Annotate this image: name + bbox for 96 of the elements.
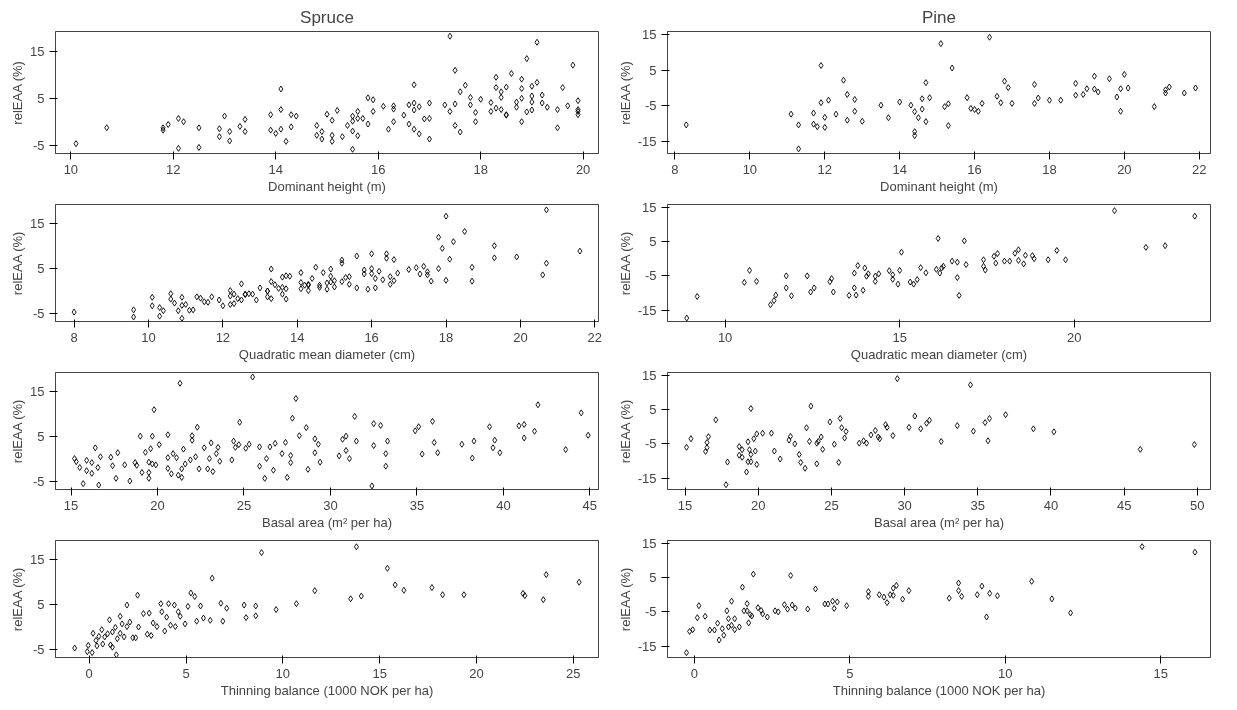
x-tick-label: 0 <box>690 665 698 681</box>
x-tick-label: 5 <box>182 665 190 681</box>
x-axis-title: Basal area (m² per ha) <box>261 514 393 530</box>
y-axis-title: relEAA (%) <box>10 399 26 464</box>
y-tick-label: 15 <box>642 367 657 383</box>
x-tick-label: 18 <box>1042 161 1057 177</box>
x-tick-label: 15 <box>677 497 693 513</box>
x-tick-label: 20 <box>150 497 165 513</box>
y-tick-label: -5 <box>644 604 657 620</box>
x-tick-label: 14 <box>268 161 284 177</box>
x-tick-label: 22 <box>1192 161 1207 177</box>
y-axis-title: relEAA (%) <box>10 567 26 632</box>
x-axis-title: Dominant height (m) <box>268 178 386 194</box>
x-tick-label: 45 <box>582 497 598 513</box>
x-axis-title: Dominant height (m) <box>880 178 998 194</box>
x-tick-label: 20 <box>469 665 484 681</box>
chart-title: Pine <box>921 7 957 27</box>
x-tick-label: 10 <box>998 665 1013 681</box>
x-tick-label: 22 <box>587 329 603 345</box>
x-axis-title: Quadratic mean diameter (cm) <box>238 346 416 362</box>
x-axis-title: Basal area (m² per ha) <box>873 514 1005 530</box>
x-axis-title: Quadratic mean diameter (cm) <box>850 346 1028 362</box>
x-tick-label: 20 <box>1067 329 1082 345</box>
y-tick-label: -5 <box>32 305 45 321</box>
x-tick-label: 25 <box>824 497 839 513</box>
x-tick-label: 40 <box>496 497 511 513</box>
x-tick-label: 10 <box>63 161 79 177</box>
x-tick-label: 30 <box>897 497 912 513</box>
y-tick-label: -5 <box>644 436 657 452</box>
y-axis-title: relEAA (%) <box>617 231 633 296</box>
x-tick-label: 20 <box>1117 161 1132 177</box>
y-tick-label: -5 <box>32 641 45 657</box>
y-tick-label: -15 <box>637 134 657 150</box>
x-tick-label: 14 <box>892 161 907 177</box>
y-tick-label: -15 <box>637 638 657 654</box>
y-axis-title: relEAA (%) <box>10 61 26 125</box>
y-tick-label: 15 <box>30 216 45 232</box>
x-tick-label: 18 <box>438 329 454 345</box>
y-tick-label: -5 <box>644 98 657 114</box>
x-axis-title: Thinning balance (1000 NOK per ha) <box>220 682 434 698</box>
x-tick-label: 40 <box>1043 497 1059 513</box>
x-tick-label: 10 <box>717 329 733 345</box>
x-tick-label: 15 <box>63 497 79 513</box>
x-tick-label: 10 <box>141 329 156 345</box>
x-tick-label: 15 <box>1153 665 1168 681</box>
y-tick-label: -5 <box>32 137 45 153</box>
y-tick-label: 15 <box>30 384 45 400</box>
x-tick-label: 50 <box>1190 497 1205 513</box>
x-tick-label: 15 <box>372 665 387 681</box>
y-tick-label: -15 <box>637 470 657 486</box>
y-tick-label: -15 <box>637 302 657 318</box>
y-axis-title: relEAA (%) <box>617 61 633 125</box>
x-tick-label: 16 <box>967 161 982 177</box>
x-tick-label: 8 <box>70 329 78 345</box>
x-tick-label: 16 <box>364 329 379 345</box>
x-tick-label: 35 <box>970 497 986 513</box>
x-tick-label: 5 <box>846 665 854 681</box>
y-tick-label: 15 <box>30 552 45 568</box>
x-tick-label: 0 <box>85 665 93 681</box>
x-tick-label: 15 <box>892 329 907 345</box>
x-tick-label: 14 <box>290 329 305 345</box>
y-tick-label: 15 <box>642 199 657 215</box>
x-tick-label: 12 <box>166 161 181 177</box>
y-tick-label: 5 <box>649 62 657 78</box>
x-tick-label: 25 <box>566 665 581 681</box>
x-tick-label: 8 <box>671 161 679 177</box>
x-axis-title: Thinning balance (1000 NOK per ha) <box>832 682 1046 698</box>
y-tick-label: 15 <box>642 26 657 42</box>
x-tick-label: 35 <box>409 497 425 513</box>
x-tick-label: 20 <box>751 497 766 513</box>
x-tick-label: 18 <box>473 161 488 177</box>
y-tick-label: 5 <box>37 597 45 613</box>
y-tick-label: 5 <box>37 90 45 106</box>
y-tick-label: 5 <box>37 261 45 277</box>
x-tick-label: 20 <box>513 329 528 345</box>
x-tick-label: 30 <box>323 497 338 513</box>
y-axis-title: relEAA (%) <box>10 231 26 296</box>
y-tick-label: -5 <box>32 473 45 489</box>
y-tick-label: -5 <box>644 268 657 284</box>
x-tick-label: 20 <box>575 161 591 177</box>
x-tick-label: 25 <box>236 497 252 513</box>
chart-title: Spruce <box>300 7 354 27</box>
y-tick-label: 15 <box>30 44 45 60</box>
y-tick-label: 5 <box>37 429 45 445</box>
x-tick-label: 10 <box>742 161 758 177</box>
y-tick-label: 5 <box>649 402 657 418</box>
x-tick-label: 45 <box>1116 497 1132 513</box>
y-tick-label: 5 <box>649 234 657 250</box>
x-tick-label: 10 <box>275 665 291 681</box>
y-tick-label: 15 <box>642 535 657 551</box>
y-axis-title: relEAA (%) <box>617 399 633 464</box>
y-axis-title: relEAA (%) <box>617 567 633 632</box>
x-tick-label: 12 <box>215 329 231 345</box>
x-tick-label: 12 <box>817 161 833 177</box>
y-tick-label: 5 <box>649 570 657 586</box>
x-tick-label: 16 <box>371 161 386 177</box>
